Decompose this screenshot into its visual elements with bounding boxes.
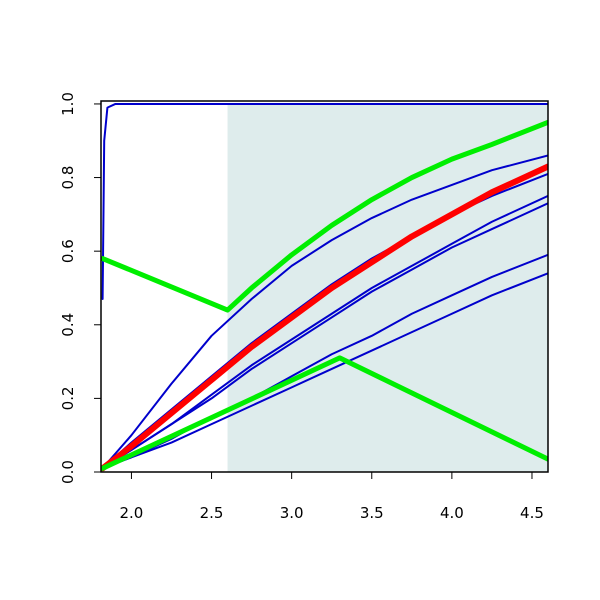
series-line: [101, 272, 548, 470]
x-tick-label: 4.5: [520, 504, 544, 522]
y-tick-label: 0.2: [59, 386, 77, 410]
x-tick-label: 4.0: [440, 504, 464, 522]
x-tick-label: 2.0: [120, 504, 144, 522]
plot-box: [100, 100, 549, 473]
series-line: [101, 202, 548, 470]
y-tick-label: 0.8: [59, 166, 77, 190]
x-tick-label: 3.5: [360, 504, 384, 522]
y-tick-label: 0.0: [59, 460, 77, 484]
y-tick-label: 0.6: [59, 239, 77, 263]
series-line: [101, 355, 548, 471]
x-tick-label: 3.0: [280, 504, 304, 522]
series-line: [101, 163, 548, 472]
shaded-region: [227, 103, 548, 472]
y-tick-label: 0.4: [59, 313, 77, 337]
x-tick-label: 2.5: [200, 504, 224, 522]
series-line: [101, 154, 548, 470]
series-line: [101, 119, 548, 313]
y-tick-label: 1.0: [59, 92, 77, 116]
plot-area: [101, 102, 548, 472]
series-line: [101, 102, 548, 301]
